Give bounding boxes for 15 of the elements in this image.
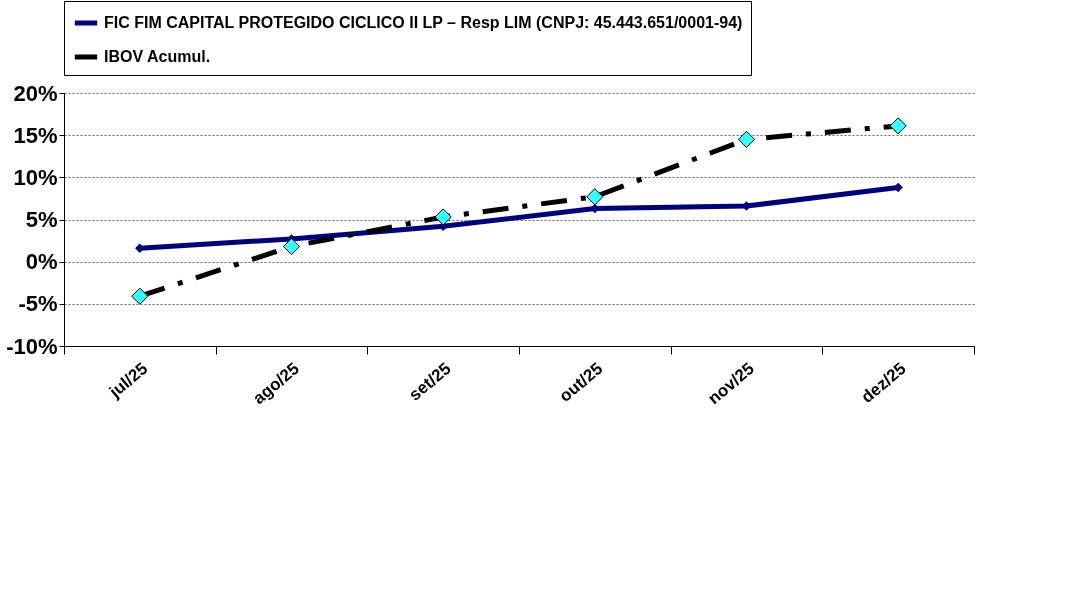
y-tick-label: -5%	[18, 291, 58, 317]
y-tick-label: 10%	[13, 164, 58, 190]
y-tick-label: 15%	[13, 122, 58, 148]
y-tick-label: 5%	[25, 207, 58, 232]
y-tick-label: 0%	[25, 249, 58, 275]
legend-label: IBOV Acumul.	[104, 48, 211, 65]
y-tick-label: 20%	[13, 80, 58, 106]
point	[434, 208, 452, 226]
legend-label: FIC FIM CAPITAL PROTEGIDO CICLICO II LP – Resp LIM (CNPJ: 45.443.651/0001-94)	[104, 14, 743, 31]
point	[737, 130, 756, 148]
point	[282, 237, 301, 256]
point	[586, 188, 604, 206]
point	[889, 117, 907, 135]
y-tick-label: -10%	[6, 333, 58, 359]
point	[131, 287, 149, 305]
